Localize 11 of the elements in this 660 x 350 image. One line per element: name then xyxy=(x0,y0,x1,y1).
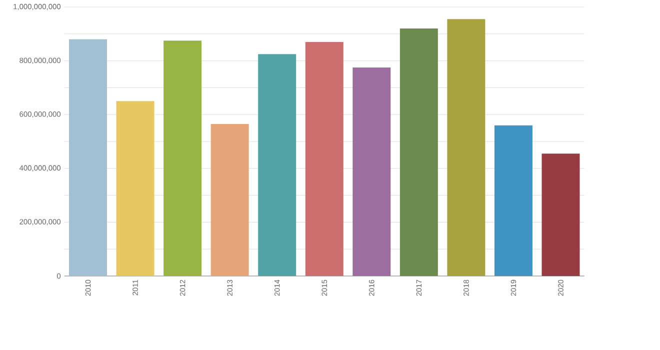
bar xyxy=(164,40,202,276)
bar xyxy=(494,125,532,276)
bar xyxy=(116,101,154,276)
bar xyxy=(400,28,438,276)
bar xyxy=(352,68,391,276)
bar xyxy=(305,42,344,276)
bar xyxy=(542,154,580,276)
bar xyxy=(69,39,107,276)
bar xyxy=(447,19,486,276)
bar xyxy=(258,54,296,276)
bar xyxy=(210,124,249,276)
